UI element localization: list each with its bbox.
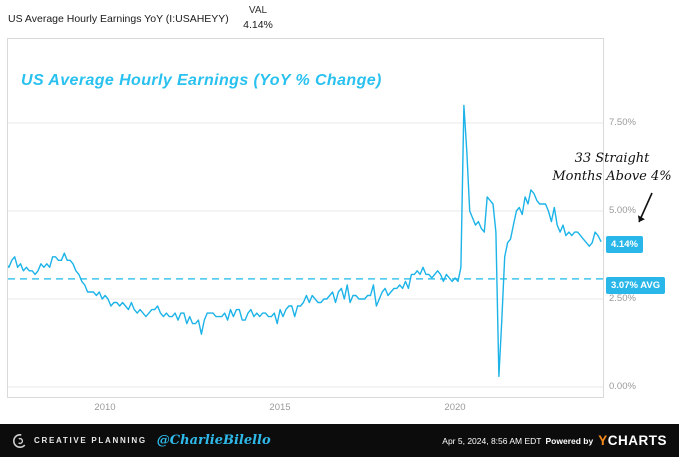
ycharts-logo-charts: CHARTS	[607, 433, 667, 448]
current-value-badge: 4.14%	[606, 236, 643, 253]
average-value-badge: 3.07% AVG	[606, 277, 666, 294]
plot-svg	[8, 104, 603, 388]
chart-title: US Average Hourly Earnings (YoY % Change…	[21, 72, 382, 89]
annotation-line1: 33 Straight	[574, 151, 650, 166]
creative-planning-logo	[13, 433, 27, 448]
footer-right: Apr 5, 2024, 8:56 AM EDT Powered by YCHA…	[442, 433, 667, 448]
series-name: US Average Hourly Earnings YoY (I:USAHEY…	[8, 13, 229, 25]
annotation-text: 33 Straight Months Above 4%	[551, 150, 673, 186]
x-tick-2010: 2010	[94, 402, 116, 413]
y-tick-500: 5.00%	[609, 205, 636, 216]
val-column-header: VAL	[248, 5, 268, 16]
x-tick-2015: 2015	[269, 402, 291, 413]
y-tick-750: 7.50%	[609, 117, 636, 128]
x-tick-2020: 2020	[444, 402, 466, 413]
ycharts-logo-y: Y	[598, 433, 608, 448]
annotation-line2: Months Above 4%	[552, 169, 672, 185]
y-tick-250: 2.50%	[609, 293, 636, 304]
timestamp: Apr 5, 2024, 8:56 AM EDT	[442, 435, 542, 446]
y-tick-000: 0.00%	[609, 381, 636, 392]
annotation-arrow-icon	[637, 192, 653, 223]
creative-planning-wordmark: CREATIVE PLANNING	[34, 436, 147, 445]
footer-left: CREATIVE PLANNING @CharlieBilello	[12, 433, 271, 449]
powered-by-label: Powered by	[545, 435, 594, 446]
footer-bar: CREATIVE PLANNING @CharlieBilello Apr 5,…	[0, 424, 679, 457]
twitter-handle: @CharlieBilello	[156, 433, 271, 448]
plot-area	[7, 38, 604, 398]
val-block: VAL 4.14%	[228, 4, 288, 32]
val-current-value: 4.14%	[243, 19, 273, 31]
ycharts-logo: YCHARTS	[598, 433, 667, 448]
